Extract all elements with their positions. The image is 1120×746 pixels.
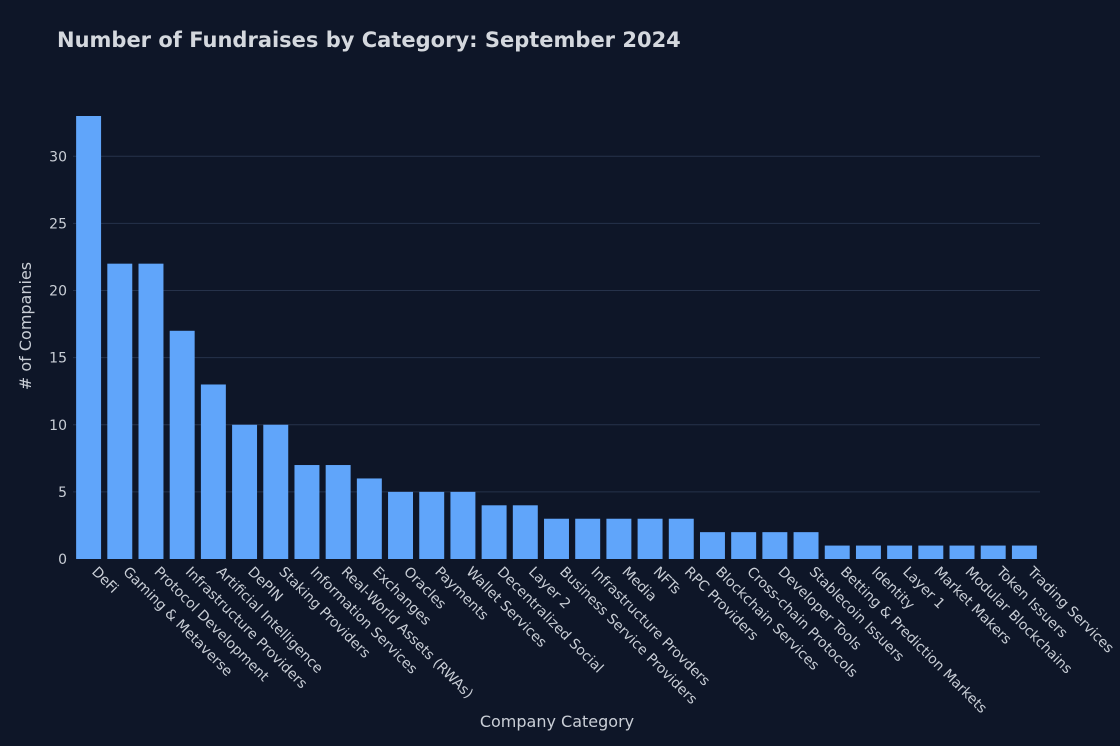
bar [887,545,913,559]
bar [1011,545,1037,559]
bar [356,478,382,559]
bar [731,532,757,559]
bar [76,116,102,559]
bar [949,545,975,559]
bars [76,116,1037,559]
y-tick-label: 25 [49,216,67,232]
bar [200,384,226,559]
bar [544,518,569,559]
bar [263,424,289,559]
bar [512,505,538,559]
bar [419,491,445,559]
bar [606,518,632,559]
bar [450,491,476,559]
bar [824,545,850,559]
y-tick-label: 15 [49,351,67,367]
bar [793,532,819,559]
bar [855,545,881,559]
bar [481,505,507,559]
bar [637,518,663,559]
bar [325,465,351,559]
bar [668,518,694,559]
y-tick-label: 0 [58,552,67,568]
bar [762,532,788,559]
bar [980,545,1006,559]
y-tick-label: 5 [58,485,67,501]
bar [107,263,133,559]
bar [169,330,195,559]
x-axis-label: Company Category [480,712,634,731]
bar [918,545,944,559]
bar [388,491,414,559]
y-tick-label: 10 [49,418,67,434]
x-tick-label: DeFi [88,564,121,597]
bar [699,532,725,559]
chart-title: Number of Fundraises by Category: Septem… [57,28,681,52]
bar [232,424,258,559]
y-axis-ticks: 0 5 10 15 20 25 30 [49,149,67,568]
bar [575,518,601,559]
y-axis-label: # of Companies [16,262,35,390]
y-tick-label: 20 [49,284,67,300]
y-tick-label: 30 [49,149,67,165]
bar [294,465,320,559]
bar [138,263,164,559]
